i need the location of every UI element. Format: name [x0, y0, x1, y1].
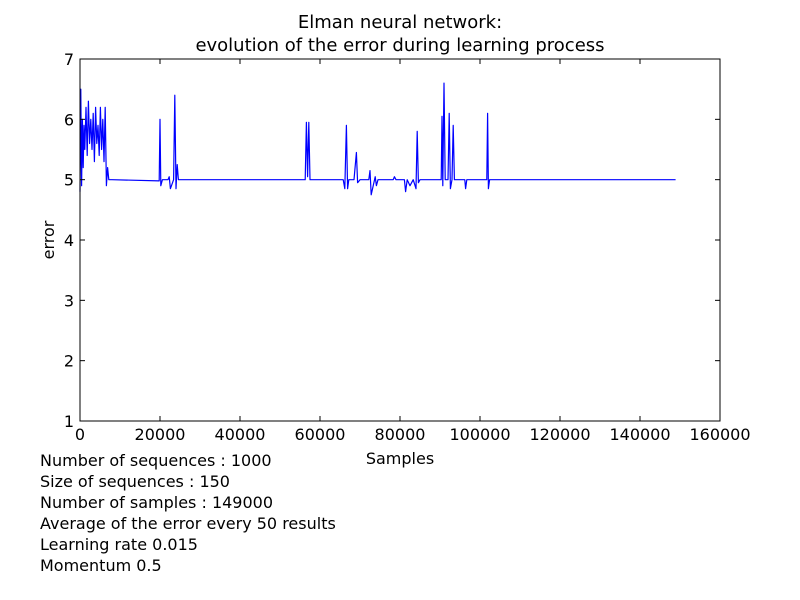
chart-subtitle: evolution of the error during learning p… — [195, 35, 605, 56]
x-tick-label: 120000 — [529, 425, 590, 444]
y-tick-label: 6 — [64, 110, 74, 129]
x-axis-label: Samples — [366, 449, 434, 468]
x-tick-label: 20000 — [135, 425, 186, 444]
note-learning-rate: Learning rate 0.015 — [40, 535, 198, 554]
note-averaging: Average of the error every 50 results — [40, 514, 336, 533]
y-axis-label: error — [39, 220, 58, 259]
x-tick-label: 80000 — [375, 425, 426, 444]
x-tick-label: 0 — [75, 425, 85, 444]
x-tick-label: 140000 — [609, 425, 670, 444]
y-tick-label: 3 — [64, 291, 74, 310]
x-tick-label: 160000 — [689, 425, 750, 444]
x-tick-label: 100000 — [449, 425, 510, 444]
note-samples: Number of samples : 149000 — [40, 493, 274, 512]
chart-title: Elman neural network: — [297, 12, 503, 33]
series-line-0 — [79, 82, 676, 196]
note-momentum: Momentum 0.5 — [40, 556, 162, 575]
y-tick-label: 7 — [64, 50, 74, 69]
y-tick-label: 2 — [64, 352, 74, 371]
plot-frame — [79, 58, 721, 422]
note-sequence-size: Size of sequences : 150 — [40, 472, 230, 491]
training-notes: Number of sequences : 1000 Size of seque… — [40, 450, 336, 576]
x-tick-label: 60000 — [295, 425, 346, 444]
y-tick-label: 5 — [64, 171, 74, 190]
y-tick-label: 4 — [64, 231, 74, 250]
note-sequences: Number of sequences : 1000 — [40, 451, 272, 470]
y-tick-label: 1 — [64, 412, 74, 431]
x-tick-label: 40000 — [215, 425, 266, 444]
